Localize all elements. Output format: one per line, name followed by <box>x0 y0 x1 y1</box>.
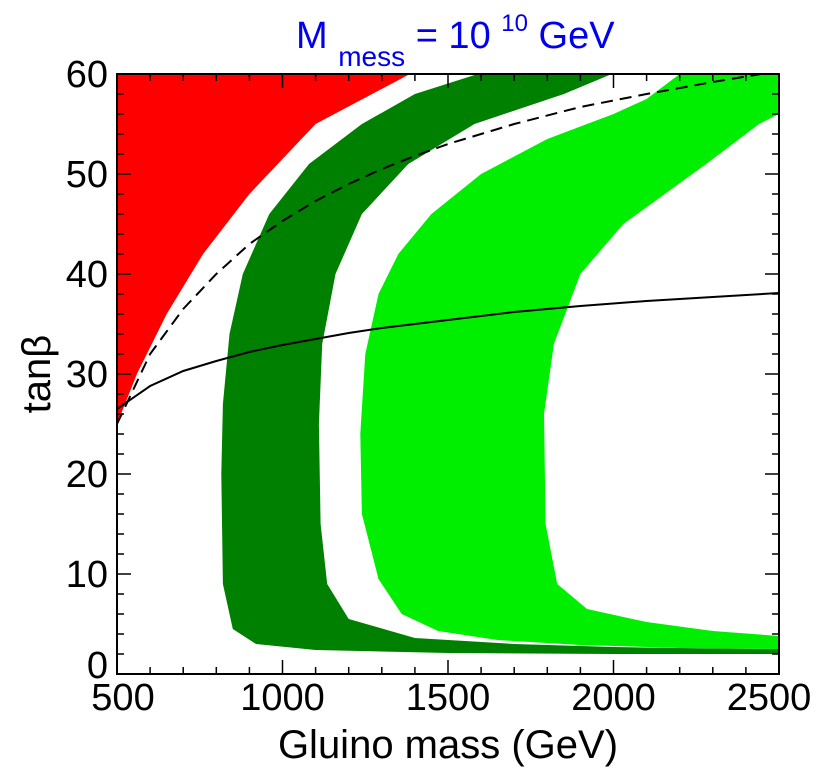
x-tick-label: 500 <box>91 677 154 719</box>
x-axis-title: Gluino mass (GeV) <box>278 723 618 767</box>
y-tick-label: 50 <box>66 154 108 196</box>
title-middle: = 10 <box>416 15 491 57</box>
x-tick-label: 1000 <box>240 677 325 719</box>
y-tick-label: 0 <box>87 645 108 687</box>
x-tick-label: 2500 <box>727 677 812 719</box>
dark-green-band <box>221 74 779 654</box>
y-tick-label: 40 <box>66 254 108 296</box>
y-tick-label: 20 <box>66 454 108 496</box>
y-tick-label: 60 <box>66 54 108 96</box>
tick-labels-layer: 500 1000 1500 2000 2500 0 10 20 30 40 50 60 <box>66 54 812 719</box>
x-tick-label: 1500 <box>406 677 491 719</box>
title-superscript: 10 <box>501 10 528 37</box>
title-base: M <box>296 15 328 57</box>
chart-title: M mess = 10 10 GeV <box>296 0 615 75</box>
y-axis-title: tanβ <box>15 335 59 414</box>
title-suffix: GeV <box>539 15 616 57</box>
plot-area <box>117 74 779 654</box>
curves-layer <box>117 74 779 425</box>
regions-layer <box>117 74 779 654</box>
ticks-layer <box>116 73 780 675</box>
dashed-curve <box>117 74 768 425</box>
light-green-band <box>360 74 779 649</box>
title-subscript: mess <box>338 41 405 72</box>
y-tick-label: 10 <box>66 554 108 596</box>
x-tick-label: 2000 <box>571 677 656 719</box>
excluded-region <box>117 74 410 424</box>
solid-curve <box>117 292 779 410</box>
y-tick-label: 30 <box>66 354 108 396</box>
